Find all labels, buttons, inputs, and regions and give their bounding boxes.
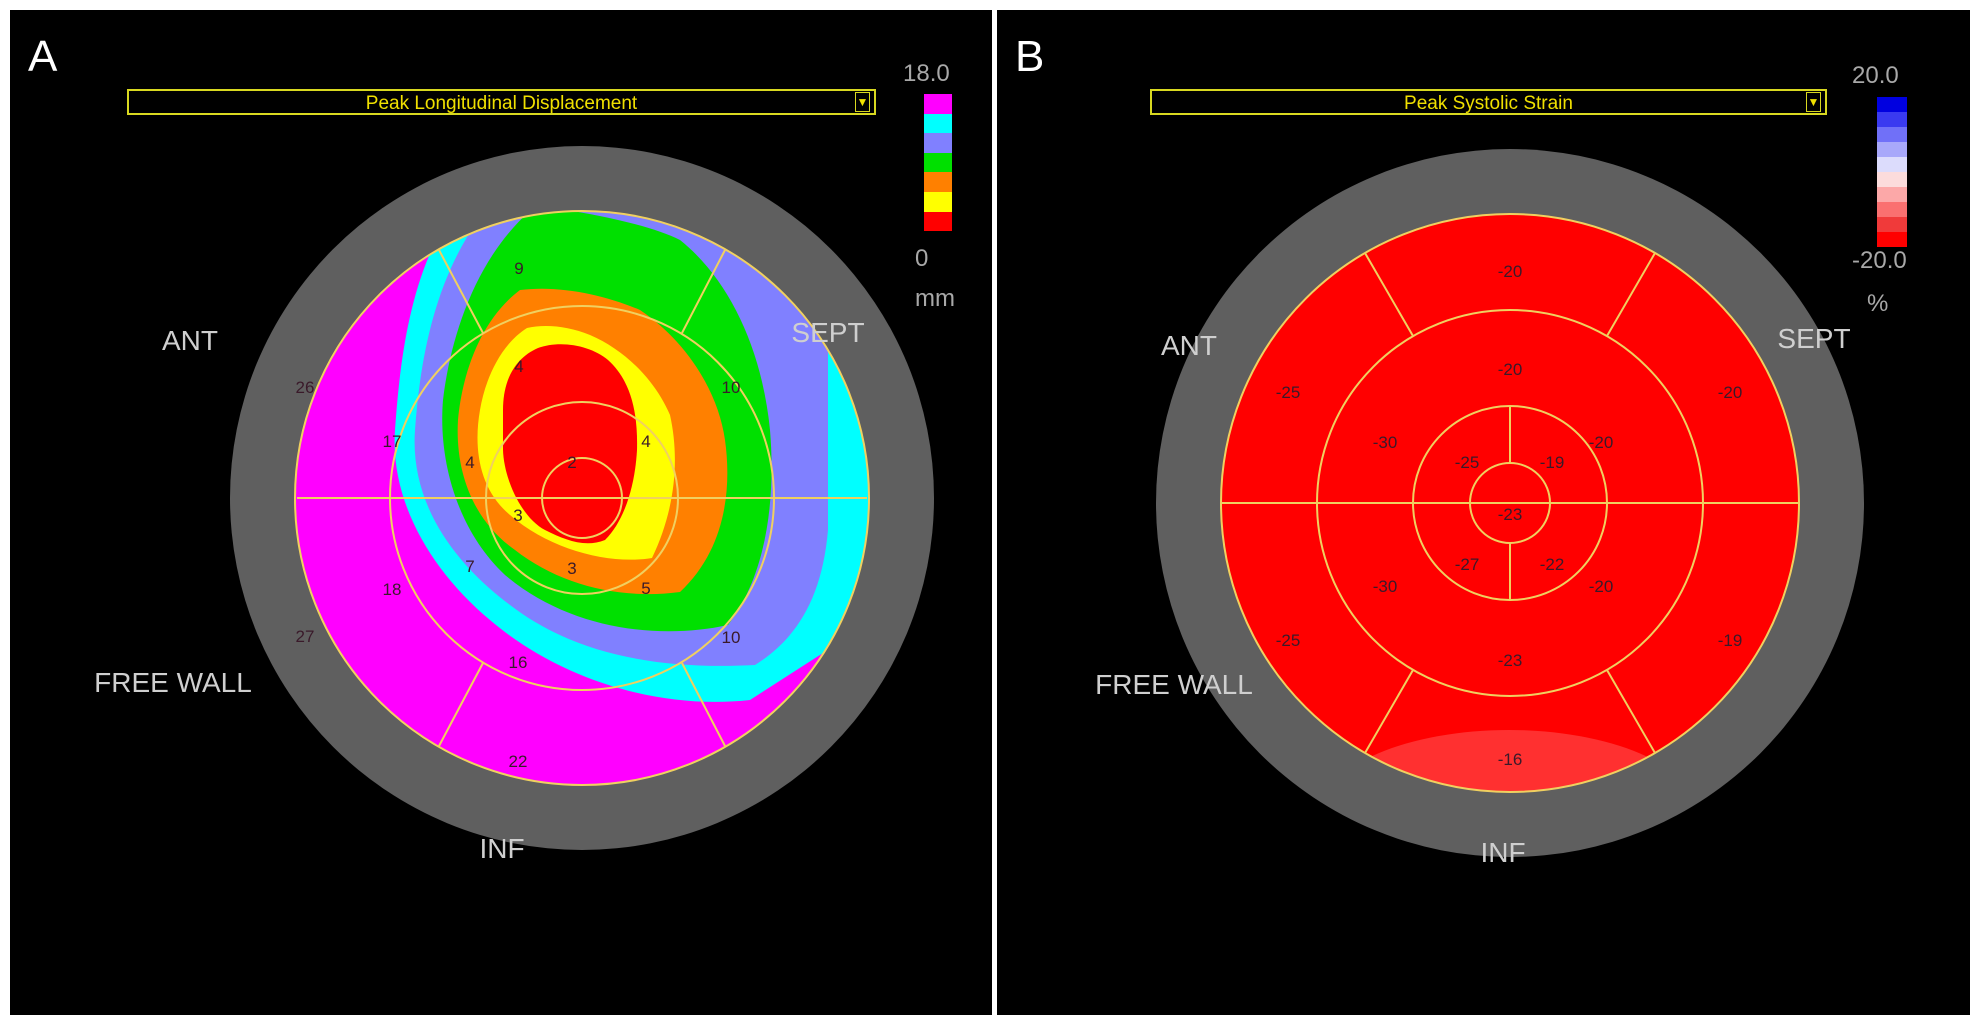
scale-a-min: 0	[915, 245, 929, 272]
scale-a-unit: mm	[915, 285, 955, 312]
segment-value: 22	[509, 752, 528, 771]
scale-a-swatch	[924, 191, 952, 212]
scale-a-swatch	[924, 211, 952, 232]
segment-value: -25	[1276, 383, 1301, 402]
scale-b-swatch	[1877, 232, 1907, 247]
segment-value: -30	[1373, 433, 1398, 452]
scale-b-swatch	[1877, 97, 1907, 112]
panel-a: A Peak Longitudinal Displacement ▼ 18.0 …	[10, 10, 992, 1015]
segment-value: 7	[465, 557, 474, 576]
segment-value: -16	[1498, 750, 1523, 769]
scale-b-swatch	[1877, 217, 1907, 232]
segment-value: -30	[1373, 577, 1398, 596]
parameter-dropdown-b[interactable]: Peak Systolic Strain ▼	[1150, 89, 1827, 115]
scale-a-swatch	[924, 172, 952, 192]
dropdown-a-label: Peak Longitudinal Displacement	[365, 93, 638, 114]
segment-value: 4	[465, 453, 474, 472]
dropdown-b-label: Peak Systolic Strain	[1404, 93, 1573, 114]
chevron-down-icon[interactable]: ▼	[1806, 92, 1821, 112]
wall-label-sept-b-visible: SEPT	[1777, 323, 1850, 354]
segment-value: 18	[383, 580, 402, 599]
scale-b-swatch	[1877, 202, 1907, 217]
region-red	[503, 344, 638, 544]
color-scale-a	[924, 94, 952, 232]
scale-b-swatch	[1877, 127, 1907, 142]
segment-value: 4	[641, 432, 650, 451]
scale-b-swatch	[1877, 172, 1907, 187]
scale-a-swatch	[924, 152, 952, 173]
scale-a-swatch	[924, 113, 952, 134]
scale-a-swatch	[924, 94, 952, 114]
wall-label-ant-b: ANT	[1161, 330, 1217, 361]
segment-value: -23	[1498, 505, 1523, 524]
scale-b-max: 20.0	[1852, 62, 1899, 89]
segment-value: -20	[1718, 383, 1743, 402]
segment-value: -20	[1498, 262, 1523, 281]
wall-label-free-wall-b: FREE WALL	[1095, 669, 1253, 700]
segment-value: 4	[514, 357, 523, 376]
scale-b-swatch	[1877, 187, 1907, 202]
segment-values-a: 26 9 10 10 22 27 17 4 4 5 16 18 4 2 3 7 …	[296, 259, 741, 771]
scale-b-min: -20.0	[1852, 247, 1907, 274]
scale-a-max: 18.0	[903, 60, 950, 87]
scale-b-unit: %	[1867, 290, 1889, 317]
segment-value: 16	[509, 653, 528, 672]
segment-grid-a	[294, 210, 870, 786]
wall-label-ant-a: ANT	[162, 325, 218, 356]
bullseye-a: ANT SEPT INF FREE WALL 26 9 10 10 22 27 …	[94, 146, 934, 864]
wall-label-sept-a: SEPT	[791, 317, 864, 348]
segment-value: -19	[1718, 631, 1743, 650]
panel-a-label: A	[28, 32, 58, 81]
segment-value: 26	[296, 378, 315, 397]
segment-value: 17	[383, 432, 402, 451]
bullseye-b: ANT SEPT SEPT INF FREE WALL -20 -20 -19 …	[1095, 149, 1864, 868]
segment-value: 9	[514, 259, 523, 278]
wall-label-inf-b: INF	[1480, 837, 1525, 868]
scale-a-swatch	[924, 133, 952, 153]
scale-b-swatch	[1877, 112, 1907, 127]
region-lighter-red	[1324, 730, 1694, 792]
scale-b-swatch	[1877, 157, 1907, 172]
segment-value: -25	[1276, 631, 1301, 650]
segment-value: -23	[1498, 651, 1523, 670]
wall-label-free-wall-a: FREE WALL	[94, 667, 252, 698]
segment-value: 2	[567, 453, 576, 472]
segment-grid-b	[1220, 213, 1800, 793]
segment-value: 3	[567, 559, 576, 578]
segment-value: 3	[513, 506, 522, 525]
segment-value: 5	[641, 579, 650, 598]
segment-value: 27	[296, 627, 315, 646]
panel-b-label: B	[1015, 32, 1045, 81]
segment-value: 10	[722, 378, 741, 397]
segment-value: -20	[1498, 360, 1523, 379]
segment-value: -22	[1540, 555, 1565, 574]
segment-value: -19	[1540, 453, 1565, 472]
chevron-down-icon[interactable]: ▼	[855, 92, 870, 112]
panel-b: B Peak Systolic Strain ▼ 20.0 -20.0 %	[997, 10, 1970, 1015]
wall-label-inf-a: INF	[479, 833, 524, 864]
parameter-dropdown-a[interactable]: Peak Longitudinal Displacement ▼	[127, 89, 876, 115]
segment-value: 10	[722, 628, 741, 647]
segment-value: -25	[1455, 453, 1480, 472]
segment-value: -27	[1455, 555, 1480, 574]
scale-b-swatch	[1877, 142, 1907, 157]
segment-value: -20	[1589, 433, 1614, 452]
segment-values-b: -20 -20 -19 -16 -25 -25 -20 -20 -20 -23 …	[1276, 262, 1743, 769]
segment-value: -20	[1589, 577, 1614, 596]
color-scale-b	[1877, 97, 1907, 247]
